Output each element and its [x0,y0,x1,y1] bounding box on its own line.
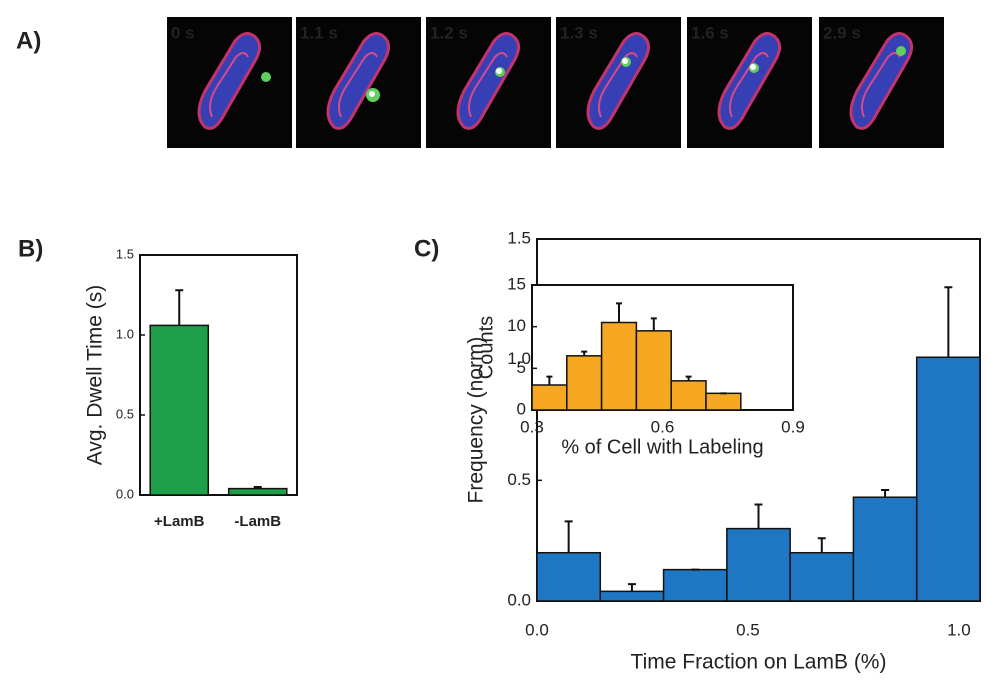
x-tick-label: +LamB [154,513,205,530]
histogram-bar [662,568,728,602]
particle-core [750,64,756,70]
histogram-bar [566,355,603,411]
error-bar [650,317,657,331]
error-bar [754,503,763,529]
x-tick-label: 0.3 [520,417,544,436]
x-tick-label: -LamB [234,513,281,530]
bar [227,487,288,496]
error-bar [581,350,588,356]
x-tick-label: 0.5 [736,620,760,639]
image-frame: 1.2 s [426,17,551,148]
error-bar [817,537,826,553]
bar [149,324,210,496]
histogram-bar [789,551,855,602]
particle-core [496,68,502,74]
cell [197,32,262,130]
cell [326,32,391,130]
error-bar [627,583,636,592]
histogram-bar [852,496,918,602]
error-bar [175,289,184,326]
error-bar [881,488,890,498]
time-label: 1.1 s [300,23,338,42]
time-label: 1.3 s [560,23,598,42]
x-tick-label: 0.6 [651,417,675,436]
cell-membrane [598,52,638,118]
histogram-bar [536,551,602,602]
cell [586,32,651,130]
panel-label: A) [16,27,41,54]
y-tick-label: 5 [517,358,526,377]
cell-membrane [338,52,378,118]
time-label: 2.9 s [823,23,861,42]
x-tick-label: 1.0 [947,620,971,639]
error-bar [564,520,573,553]
x-axis-label: Time Fraction on LamB (%) [631,651,887,674]
cell-membrane [209,52,249,118]
error-bar [616,302,622,323]
error-bar [944,286,953,358]
time-label: 0 s [171,23,195,42]
x-tick-label: 0.0 [525,620,549,639]
time-label: 1.6 s [691,23,729,42]
y-tick-label: 1.5 [507,228,531,247]
error-bar [546,375,553,385]
error-bar [253,486,262,489]
histogram-bar [670,380,707,411]
particle [261,72,271,82]
y-tick-label: 1.0 [507,349,531,368]
plot-frame [139,254,298,496]
panel-label: B) [18,235,43,262]
cell [717,32,782,130]
histogram-bar [599,590,665,602]
x-axis-label: % of Cell with Labeling [561,436,763,458]
y-tick-label: 0.5 [507,470,531,489]
particle-core [369,91,375,97]
image-frame: 2.9 s [819,17,944,148]
y-tick-label: 1.5 [116,246,134,261]
histogram-bar [705,392,742,411]
cell [849,32,914,130]
image-frame: 1.3 s [556,17,681,148]
image-frame: 0 s [167,17,292,148]
image-frame: 1.6 s [687,17,812,148]
histogram-bar [635,330,672,411]
error-bar [685,375,692,381]
y-tick-label: 0 [517,399,526,418]
y-tick-label: 1.0 [116,326,134,341]
cell-membrane [729,52,769,118]
histogram-bar [600,321,638,411]
histogram-bar [726,527,791,602]
histogram-bar [915,356,981,602]
cell-membrane [468,52,508,118]
y-tick-label: 0.5 [116,406,134,421]
particle [896,46,906,56]
panel-label: C) [414,235,439,262]
particle-core [622,58,628,64]
time-label: 1.2 s [430,23,468,42]
image-frame: 1.1 s [296,17,421,148]
histogram-bar [531,384,568,411]
y-tick-label: 10 [507,316,526,335]
y-axis-label: Avg. Dwell Time (s) [84,285,107,465]
y-tick-label: 0.0 [507,590,531,609]
y-axis-label: Frequency (norm) [465,337,488,504]
y-axis-label: Counts [475,316,497,379]
cell [456,32,521,130]
y-tick-label: 15 [507,274,526,293]
y-tick-label: 0.0 [116,486,134,501]
x-tick-label: 0.9 [781,417,805,436]
